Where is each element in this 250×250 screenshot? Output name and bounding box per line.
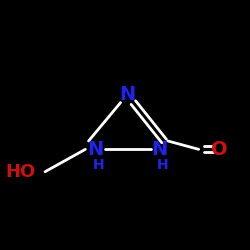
Text: H: H [156, 158, 168, 172]
Text: N: N [151, 140, 167, 159]
Text: H: H [92, 158, 104, 172]
Text: O: O [212, 140, 228, 159]
Text: HO: HO [6, 163, 36, 181]
Text: N: N [119, 85, 135, 104]
Text: N: N [87, 140, 103, 159]
